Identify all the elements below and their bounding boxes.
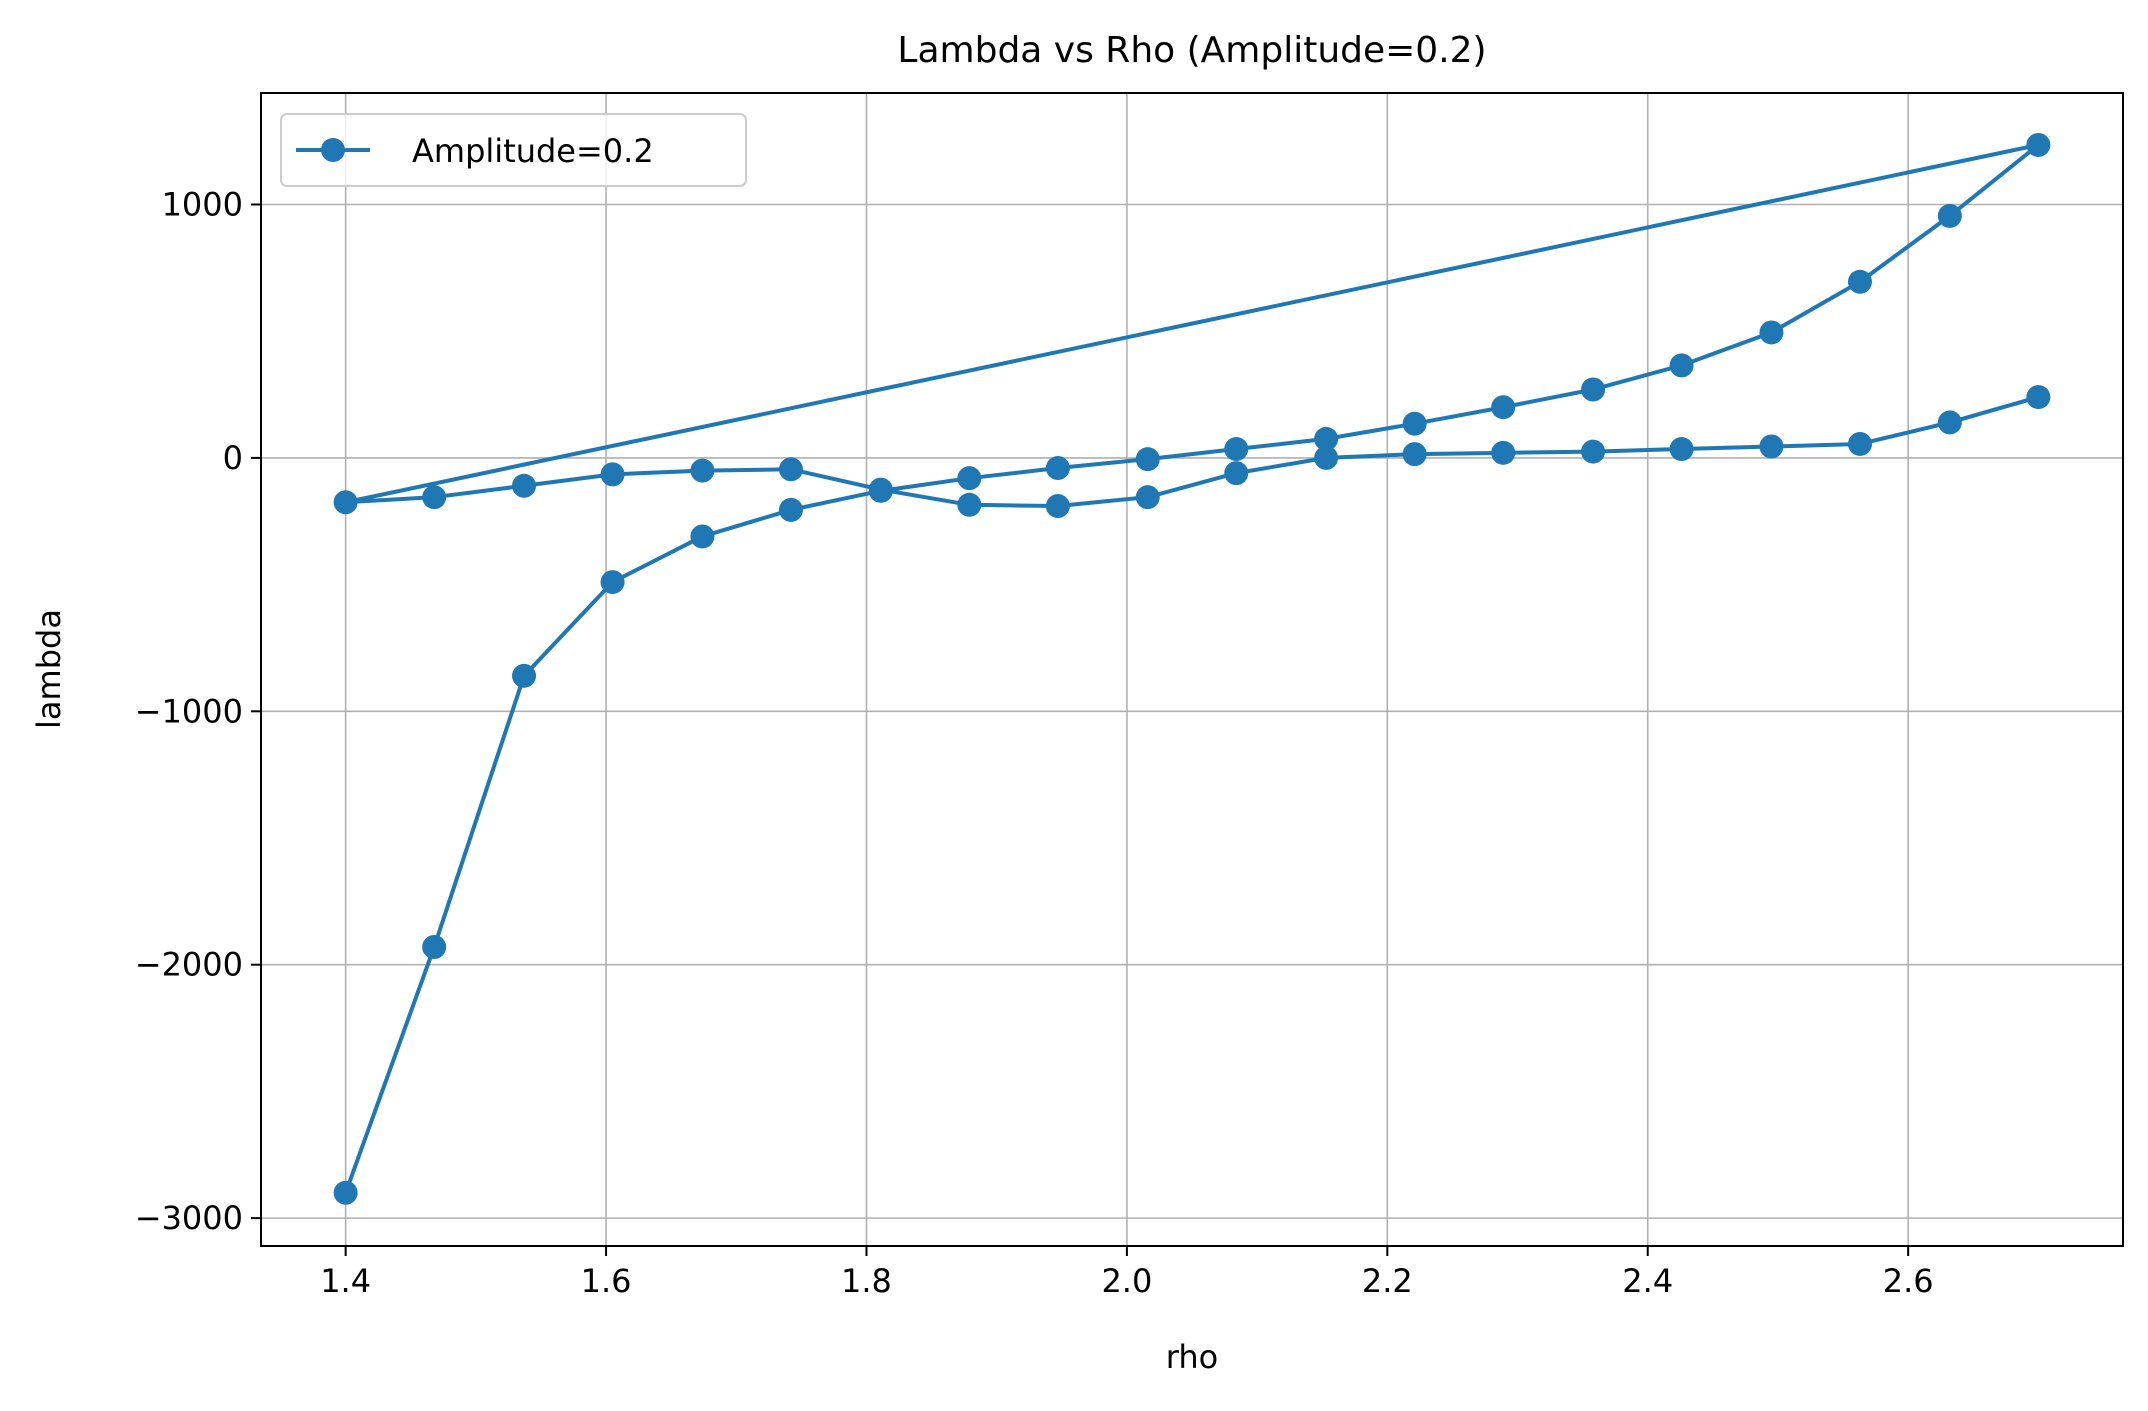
data-point <box>1581 377 1606 402</box>
data-point <box>600 462 625 487</box>
x-tick-label: 1.6 <box>581 1262 632 1300</box>
data-point <box>1581 439 1606 464</box>
data-point <box>1759 434 1784 459</box>
data-point <box>690 458 715 483</box>
x-tick-label: 2.2 <box>1362 1262 1413 1300</box>
data-point <box>957 466 982 491</box>
data-point <box>868 477 893 502</box>
data-point <box>1937 203 1962 228</box>
data-point <box>422 934 447 959</box>
series-layer <box>333 132 2051 1205</box>
data-point <box>1314 426 1339 451</box>
data-point <box>1669 353 1694 378</box>
axis-ticks: 1.4 1.6 1.8 2.0 2.2 2.4 2.6 −3000 −2000 −1000 0 100… <box>135 185 1934 1300</box>
legend: Amplitude=0.2 <box>280 113 747 187</box>
data-point <box>1135 447 1160 472</box>
series-line <box>343 142 2041 1194</box>
chart-title: Lambda vs Rho (Amplitude=0.2) <box>897 30 1486 71</box>
data-point <box>600 570 625 595</box>
grid <box>261 93 2123 1246</box>
data-point <box>778 457 803 482</box>
data-point <box>957 492 982 517</box>
x-tick-label: 2.6 <box>1883 1262 1934 1300</box>
data-point <box>690 524 715 549</box>
data-point <box>778 497 803 522</box>
data-point <box>2026 385 2051 410</box>
y-tick-label: −2000 <box>135 946 243 984</box>
data-point <box>1045 494 1070 519</box>
data-point <box>1135 485 1160 510</box>
data-point <box>1669 437 1694 462</box>
legend-box <box>280 113 747 187</box>
data-point <box>1491 395 1516 420</box>
data-point <box>1224 461 1249 486</box>
data-point <box>1045 456 1070 481</box>
data-point <box>1847 431 1872 456</box>
data-point <box>1937 410 1962 435</box>
x-tick-label: 1.4 <box>320 1262 371 1300</box>
data-point <box>2026 132 2051 157</box>
x-axis-label: rho <box>1166 1338 1218 1376</box>
y-tick-label: −3000 <box>135 1199 243 1237</box>
x-tick-label: 2.4 <box>1622 1262 1673 1300</box>
plot-frame <box>260 92 2124 1247</box>
data-point <box>1759 320 1784 345</box>
data-point <box>1402 411 1427 436</box>
y-tick-label: 1000 <box>162 185 243 223</box>
data-point <box>512 473 537 498</box>
data-point <box>1314 445 1339 470</box>
data-point <box>1402 442 1427 467</box>
y-axis-label: lambda <box>30 609 68 729</box>
data-point <box>512 663 537 688</box>
x-tick-label: 2.0 <box>1101 1262 1152 1300</box>
data-point <box>1847 269 1872 294</box>
legend-label: Amplitude=0.2 <box>412 132 654 170</box>
data-point <box>333 1180 358 1205</box>
y-tick-label: −1000 <box>135 692 243 730</box>
data-point <box>1224 437 1249 462</box>
x-tick-label: 1.8 <box>841 1262 892 1300</box>
legend-marker-swatch <box>321 138 345 162</box>
data-point <box>422 485 447 510</box>
data-point <box>1491 440 1516 465</box>
data-point <box>333 490 358 515</box>
y-tick-label: 0 <box>223 439 243 477</box>
